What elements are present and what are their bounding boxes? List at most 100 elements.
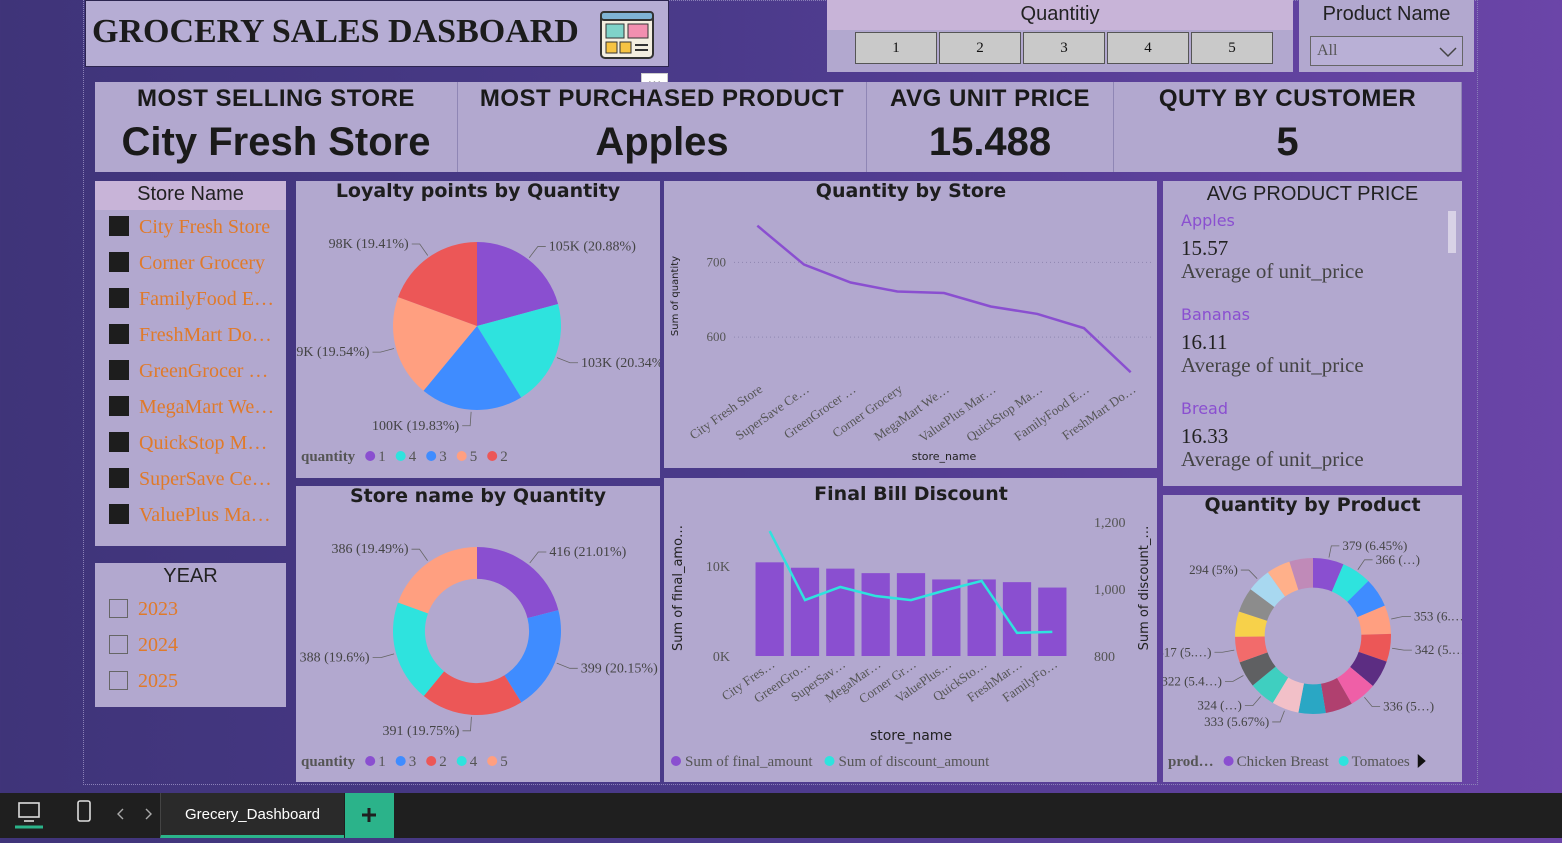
report-canvas	[83, 0, 1478, 785]
kpi-value: 15.488	[928, 120, 1052, 164]
store-option[interactable]: QuickStop M…	[109, 432, 267, 455]
legend-label: 1	[378, 449, 386, 465]
legend-label: 3	[409, 754, 417, 770]
year-option[interactable]: 2023	[109, 598, 178, 621]
quantity-button[interactable]: 5	[1191, 32, 1273, 64]
checkbox	[109, 288, 129, 308]
donut-chart: Quantity by Product 379 (6.45%)366 (…) 353…	[1157, 494, 1469, 770]
data-label: 366 (…)	[1376, 552, 1420, 567]
tab-label: Grecery_Dashboard	[184, 806, 321, 823]
data-label: 103K (20.34%)	[581, 356, 660, 371]
leader-line	[1214, 649, 1235, 653]
checkbox	[109, 360, 129, 380]
header-title: GROCERY SALES DASBOARD	[92, 13, 579, 50]
data-label: 386 (19.49%)	[332, 542, 409, 557]
kpi-label: AVG UNIT PRICE	[890, 85, 1090, 112]
x-axis-label: store_name	[912, 450, 977, 463]
data-label: 416 (21.01%)	[549, 545, 626, 560]
store-label: SuperSave Ce…	[139, 468, 272, 490]
legend-marker	[395, 451, 406, 461]
kpi-card: MOST SELLING STORE City Fresh Store	[95, 82, 458, 172]
mobile-icon[interactable]	[74, 799, 94, 825]
quantity-button[interactable]: 2	[939, 32, 1021, 64]
kpi-value: Apples	[595, 120, 729, 164]
store-option[interactable]: FreshMart Do…	[109, 324, 272, 347]
legend-label: 4	[409, 449, 417, 465]
year-option[interactable]: 2025	[109, 670, 178, 693]
leader-line	[1328, 545, 1340, 558]
slice	[1320, 677, 1352, 713]
data-label: 336 (5…)	[1383, 698, 1434, 713]
legend-title: quantity	[301, 754, 356, 770]
chart-panel: Store name by Quantity 416 (21.01%) 399 (2…	[296, 485, 660, 782]
legend-title: prod…	[1168, 754, 1214, 770]
store-option[interactable]: City Fresh Store	[109, 216, 270, 239]
pie-chart: Loyalty points by Quantity 105K (20.88%) 1…	[289, 180, 668, 465]
bar	[1038, 587, 1067, 656]
store-option[interactable]: MegaMart We…	[109, 396, 274, 419]
leader-line	[529, 551, 547, 564]
chart-panel: Final Bill Discount 0K 10K 800 1,000 1,200 Cit…	[664, 478, 1157, 782]
legend-label: 5	[470, 449, 478, 465]
slice	[1267, 561, 1299, 597]
quantity-button[interactable]: 4	[1107, 32, 1189, 64]
checkbox	[109, 324, 129, 344]
dropdown[interactable]: All	[1310, 36, 1463, 66]
avg-price-card: AVG PRODUCT PRICE Apples 15.57 Average of …	[1163, 181, 1462, 486]
data-label: 99K (19.54%)	[296, 345, 370, 360]
store-option[interactable]: Corner Grocery	[109, 252, 265, 275]
plus-icon	[362, 808, 376, 822]
store-option[interactable]: FamilyFood E…	[109, 288, 274, 311]
slice	[1331, 564, 1369, 602]
legend-marker	[456, 451, 467, 461]
slicer-title: YEAR	[163, 565, 218, 587]
slice	[1250, 572, 1286, 607]
leader-line	[1357, 559, 1373, 570]
legend-label: Chicken Breast	[1237, 754, 1330, 770]
legend-marker	[456, 756, 467, 766]
checkbox	[109, 671, 128, 690]
add-tab[interactable]	[345, 793, 394, 838]
price-measure: Average of unit_price	[1181, 447, 1364, 471]
kpi-card: AVG UNIT PRICE 15.488	[867, 82, 1114, 172]
chart-title: Quantity by Product	[1204, 495, 1420, 516]
bar	[861, 573, 890, 656]
kpi-value: City Fresh Store	[121, 120, 431, 164]
header: GROCERY SALES DASBOARD	[85, 0, 669, 67]
store-option[interactable]: SuperSave Ce…	[109, 468, 272, 491]
leader-line	[556, 662, 578, 669]
price-value: 16.33	[1181, 424, 1229, 448]
leader-line	[1272, 710, 1285, 723]
kpi-label: MOST SELLING STORE	[137, 85, 415, 112]
store-option[interactable]: ValuePlus Ma…	[109, 504, 271, 527]
desktop-icon[interactable]	[14, 799, 44, 829]
tab[interactable]: Grecery_Dashboard	[160, 793, 344, 838]
year-option[interactable]: 2024	[109, 634, 178, 657]
scrollbar[interactable]	[1448, 211, 1456, 253]
price-value: 15.57	[1181, 236, 1229, 260]
data-label: 379 (6.45%)	[1342, 538, 1407, 553]
legend-more	[1417, 754, 1426, 768]
slice	[1239, 652, 1276, 686]
store-option[interactable]: GreenGrocer …	[109, 360, 268, 383]
legend-marker	[426, 451, 437, 461]
slice	[1238, 589, 1275, 621]
leader-line	[556, 357, 579, 364]
legend-marker	[426, 756, 437, 766]
store-label: ValuePlus Ma…	[139, 504, 271, 526]
quantity-button[interactable]: 3	[1023, 32, 1105, 64]
tab-arrows[interactable]	[114, 807, 158, 821]
chevron	[1439, 47, 1457, 58]
legend-marker	[365, 756, 376, 766]
legend-label: 2	[500, 449, 508, 465]
data-label: 105K (20.88%)	[549, 240, 636, 255]
store-label: GreenGrocer …	[139, 360, 269, 382]
product-name: Apples	[1181, 211, 1235, 230]
store-label: Corner Grocery	[139, 252, 266, 274]
legend-marker	[1223, 756, 1234, 766]
quantity-button[interactable]: 1	[855, 32, 937, 64]
kpi-card: QUTY BY CUSTOMER 5	[1114, 82, 1462, 172]
store-label: City Fresh Store	[139, 216, 271, 238]
